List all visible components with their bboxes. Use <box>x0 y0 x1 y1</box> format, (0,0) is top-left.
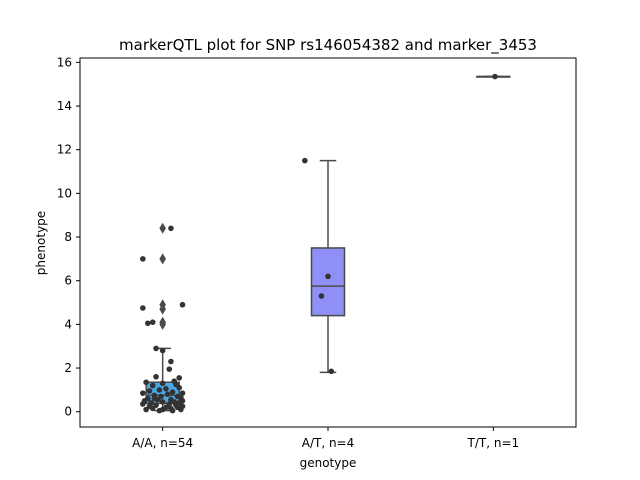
y-axis: 0 2 4 6 8 10 12 14 16 <box>57 55 80 419</box>
y-tick-label: 2 <box>64 361 72 375</box>
data-point <box>156 387 163 393</box>
strip-points-layer <box>140 73 498 414</box>
data-point <box>149 405 156 412</box>
data-point <box>169 407 176 414</box>
data-point <box>302 157 308 164</box>
y-tick-label: 8 <box>64 230 72 244</box>
data-point <box>151 395 158 402</box>
box-1 <box>310 159 346 374</box>
box-iqr <box>310 247 346 317</box>
data-point <box>140 256 146 262</box>
data-point <box>176 375 182 381</box>
outlier-marker <box>159 253 166 265</box>
data-point <box>146 388 153 394</box>
y-tick-label: 0 <box>64 405 72 419</box>
y-tick-label: 6 <box>64 274 72 288</box>
x-axis-label: genotype <box>300 456 357 470</box>
x-tick-label: A/T, n=4 <box>302 436 355 450</box>
data-point <box>159 347 166 354</box>
data-point <box>143 406 149 413</box>
data-point <box>179 390 186 396</box>
data-point <box>325 273 331 280</box>
data-point <box>153 373 159 380</box>
data-point <box>140 305 146 311</box>
outlier-marker <box>159 222 166 234</box>
data-point <box>149 382 156 389</box>
data-point <box>166 366 173 372</box>
data-point <box>153 345 159 352</box>
data-point <box>171 378 178 384</box>
y-axis-label: phenotype <box>34 211 48 275</box>
y-tick-label: 14 <box>57 99 72 113</box>
x-axis: A/A, n=54 A/T, n=4 T/T, n=1 <box>132 427 519 450</box>
data-point <box>140 401 146 407</box>
data-point <box>168 225 174 232</box>
data-point <box>492 73 498 80</box>
x-tick-label: T/T, n=1 <box>467 436 520 450</box>
data-point <box>179 301 186 308</box>
data-point <box>328 368 335 375</box>
y-tick-label: 10 <box>57 186 72 200</box>
data-point <box>169 389 176 395</box>
data-point <box>318 293 325 299</box>
data-point <box>159 399 166 405</box>
data-point <box>176 384 182 391</box>
chart-title: markerQTL plot for SNP rs146054382 and m… <box>119 36 537 55</box>
data-point <box>164 391 171 398</box>
data-point <box>159 380 166 387</box>
data-point <box>140 390 146 396</box>
data-point <box>168 358 174 365</box>
y-tick-label: 16 <box>57 55 72 69</box>
data-point <box>143 379 149 386</box>
data-point <box>144 320 151 327</box>
data-point <box>156 407 163 414</box>
x-tick-label: A/A, n=54 <box>132 436 193 450</box>
data-point <box>178 406 184 413</box>
outlier-marker <box>159 318 166 330</box>
data-point <box>163 385 169 392</box>
data-point <box>149 319 156 325</box>
y-tick-label: 4 <box>64 317 72 331</box>
y-tick-label: 12 <box>57 143 72 157</box>
outlier-marker <box>159 303 166 315</box>
